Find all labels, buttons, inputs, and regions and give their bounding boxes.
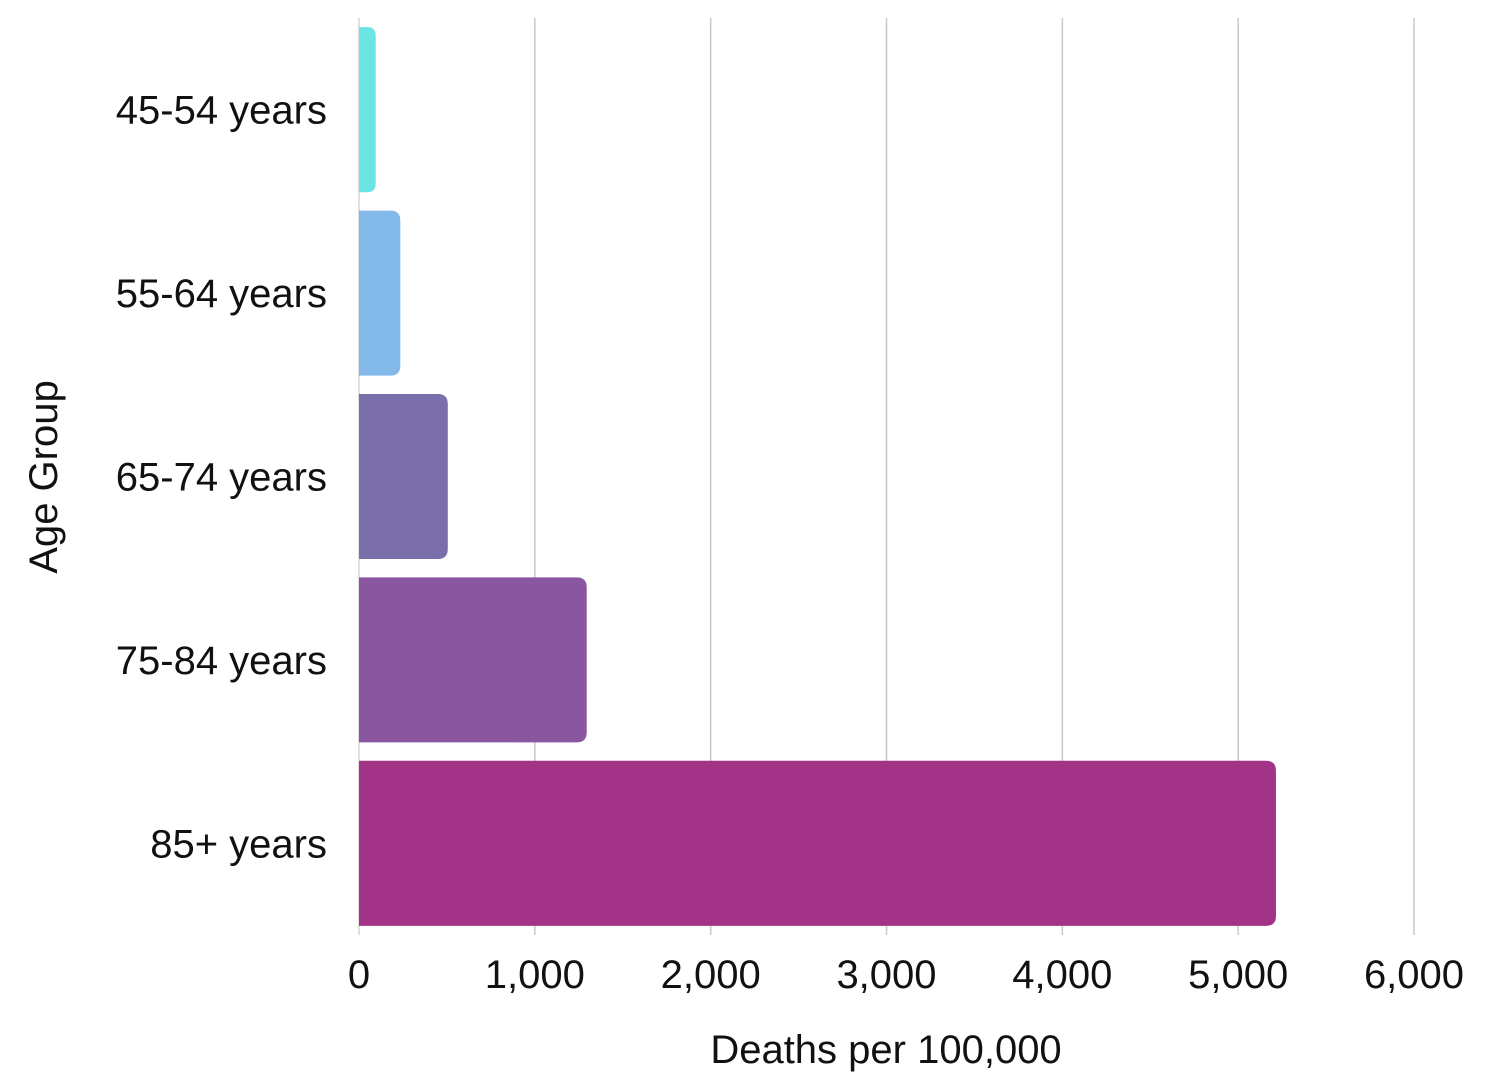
x-tick-label: 2,000 — [661, 953, 761, 997]
bar-85-years — [359, 760, 1276, 926]
bar-45-54-years — [359, 27, 376, 193]
category-label: 85+ years — [150, 822, 327, 866]
bar-55-64-years — [359, 210, 401, 376]
x-tick-label: 1,000 — [485, 953, 585, 997]
x-tick-label: 5,000 — [1188, 953, 1288, 997]
x-tick-labels: 0 1,000 2,000 3,000 4,000 5,000 6,000 — [348, 953, 1464, 997]
x-axis-title: Deaths per 100,000 — [710, 1028, 1061, 1072]
x-tick-label: 6,000 — [1364, 953, 1464, 997]
bars — [359, 27, 1276, 926]
category-label: 55-64 years — [116, 272, 327, 316]
x-tick-label: 3,000 — [836, 953, 936, 997]
category-labels: 45-54 years 55-64 years 65-74 years 75-84 y… — [116, 89, 327, 867]
gridlines — [358, 18, 1415, 935]
category-label: 45-54 years — [116, 89, 327, 133]
bar-75-84-years — [359, 577, 587, 743]
y-axis-title: Age Group — [22, 380, 66, 573]
x-tick-label: 0 — [348, 953, 370, 997]
x-tick-label: 4,000 — [1012, 953, 1112, 997]
category-label: 75-84 years — [116, 639, 327, 683]
category-label: 65-74 years — [116, 456, 327, 500]
bar-65-74-years — [359, 393, 448, 560]
